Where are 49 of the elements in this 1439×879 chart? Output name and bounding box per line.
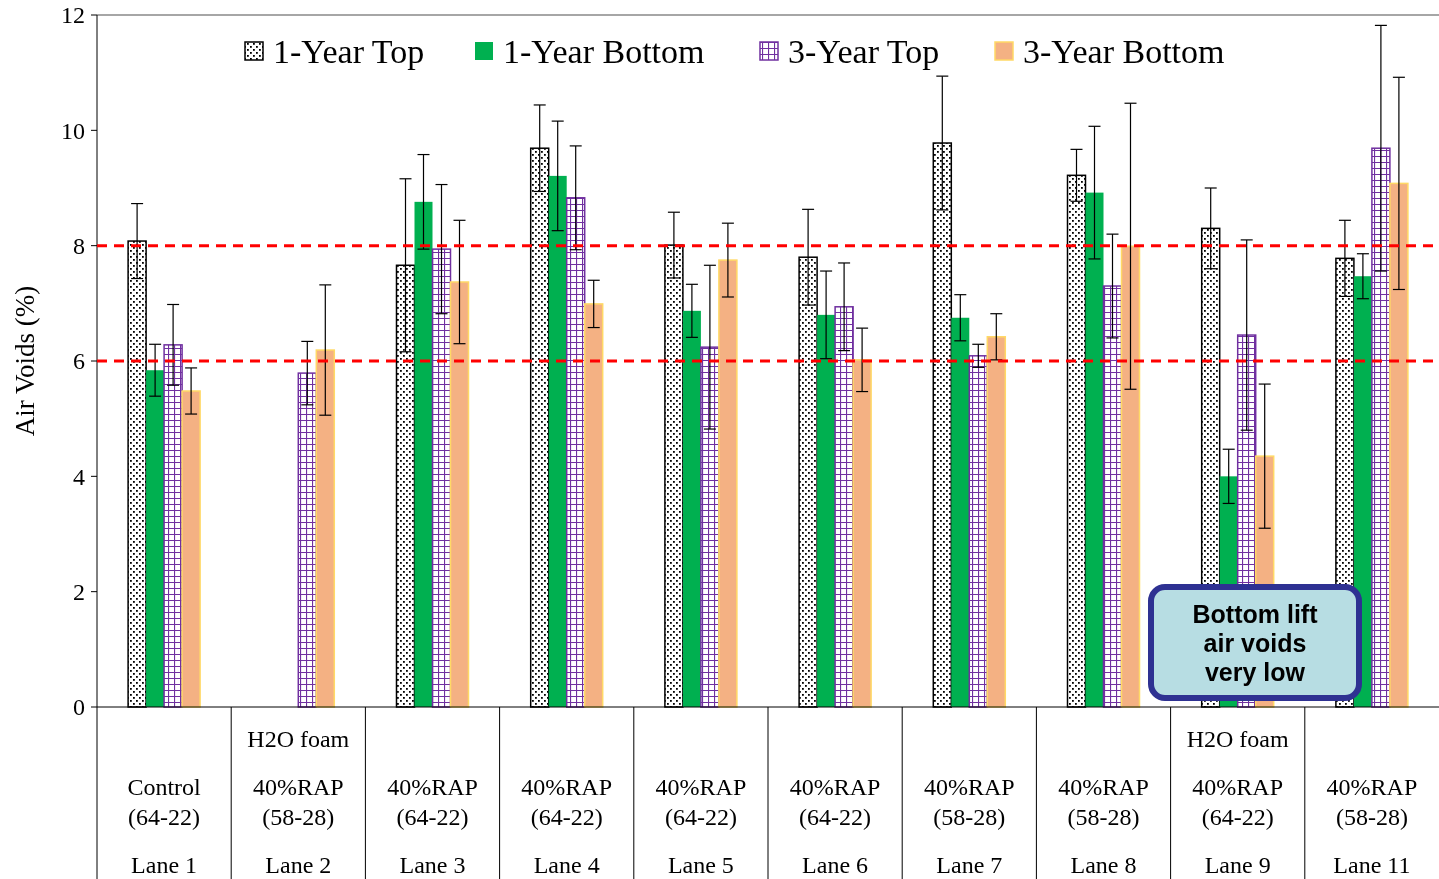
bar: [968, 355, 989, 708]
bar: [682, 310, 701, 707]
legend-label: 3-Year Bottom: [1023, 32, 1225, 70]
y-tick-label: 6: [73, 348, 85, 375]
y-tick-label: 12: [61, 2, 85, 29]
bar: [951, 317, 970, 707]
annotation: Bottom lift air voids very low: [1192, 600, 1319, 686]
bar: [414, 201, 433, 707]
x-tick-label: 40%RAP (64-22) Lane 4: [521, 774, 613, 879]
bar: [583, 303, 604, 708]
bar: [431, 248, 452, 708]
x-tick-label: 40%RAP (64-22) Lane 6: [789, 774, 881, 879]
bar: [834, 306, 854, 708]
callout-box: Bottom lift air voids very low: [1148, 584, 1362, 701]
bar: [163, 344, 183, 708]
bar: [1120, 245, 1141, 708]
legend-label: 3-Year Top: [788, 32, 940, 70]
x-tick-label: H2O foam 40%RAP (58-28) Lane 2: [247, 726, 350, 879]
bar: [1389, 182, 1409, 708]
bar: [181, 390, 201, 708]
bar: [315, 349, 336, 708]
bar: [718, 259, 738, 708]
bar: [852, 359, 872, 708]
y-axis-title: Air Voids (%): [10, 285, 40, 437]
x-tick-label: 40%RAP (58-28) Lane 7: [923, 774, 1015, 879]
bar: [146, 370, 165, 707]
x-tick-label: Control (64-22) Lane 1: [127, 774, 202, 879]
y-tick-label: 10: [61, 117, 85, 144]
bar: [1085, 192, 1104, 707]
bar: [449, 281, 470, 708]
y-tick-label: 2: [73, 579, 85, 606]
x-tick-label: H2O foam 40%RAP (64-22) Lane 9: [1186, 726, 1290, 879]
bar: [565, 197, 586, 708]
bar: [1371, 147, 1391, 708]
x-tick-label: 40%RAP (58-28) Lane 11: [1326, 774, 1418, 879]
bar: [817, 314, 836, 707]
bar: [1102, 285, 1123, 708]
y-tick-label: 0: [73, 694, 85, 721]
legend-label: 1-Year Bottom: [503, 32, 705, 70]
bar: [297, 372, 318, 708]
bar: [700, 346, 720, 708]
x-tick-label: 40%RAP (64-22) Lane 3: [387, 774, 478, 879]
bar: [548, 175, 567, 707]
x-tick-label: 40%RAP (64-22) Lane 5: [655, 774, 747, 879]
x-tick-label: 40%RAP (58-28) Lane 8: [1058, 774, 1149, 879]
y-tick-label: 8: [73, 233, 85, 260]
legend-label: 1-Year Top: [273, 32, 425, 70]
y-tick-label: 4: [73, 463, 85, 490]
bar: [986, 336, 1007, 708]
